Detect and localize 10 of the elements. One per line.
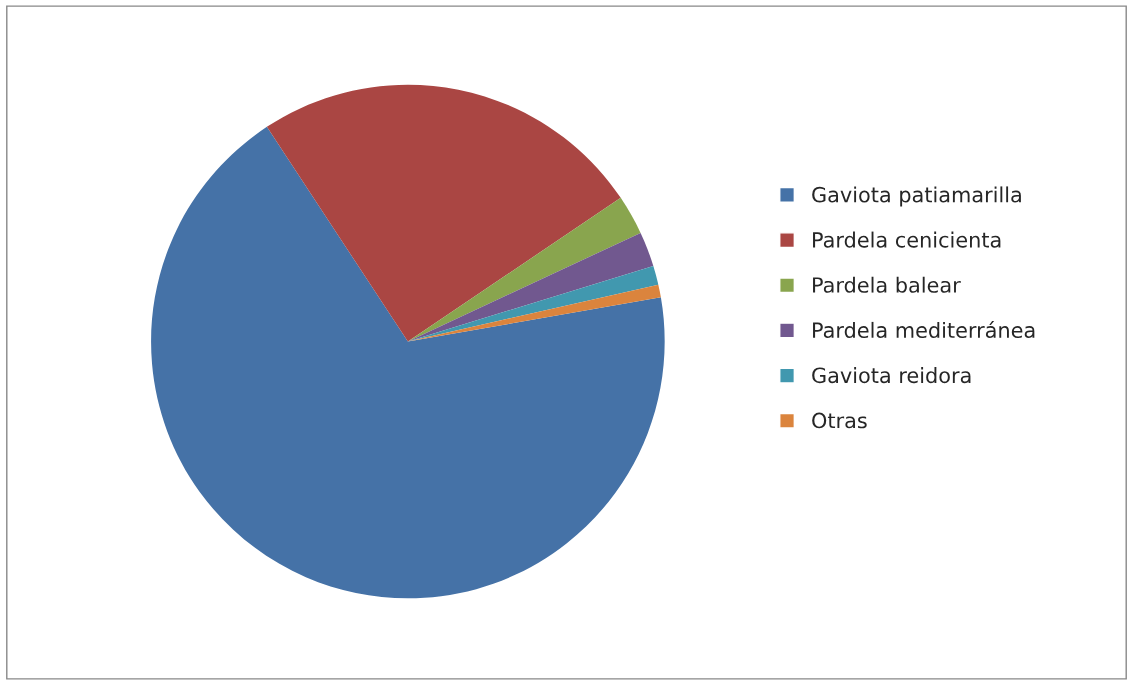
legend-label: Gaviota reidora xyxy=(812,367,971,384)
pie-slice xyxy=(151,126,665,599)
legend-label: Otras xyxy=(812,412,867,429)
legend-label: Pardela balear xyxy=(813,276,961,293)
legend-label: Pardela mediterránea xyxy=(813,321,1035,339)
legend-label: Pardela cenicienta xyxy=(813,231,1001,248)
pie-slice xyxy=(266,84,621,342)
pie-slice xyxy=(407,197,641,342)
pie-slice xyxy=(407,232,654,342)
legend-label: Gaviota patiamarilla xyxy=(812,186,1021,207)
